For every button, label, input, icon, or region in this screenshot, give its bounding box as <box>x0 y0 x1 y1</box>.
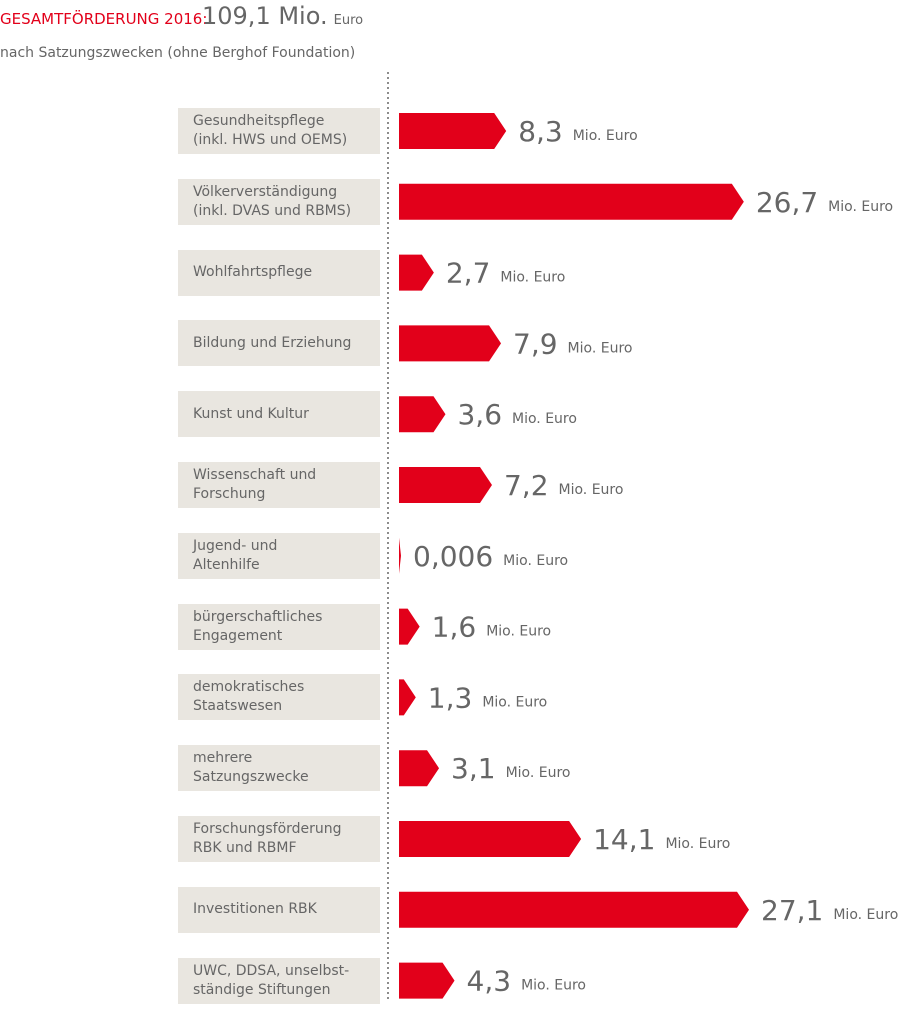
value-label: 7,2 <box>504 469 549 502</box>
bar <box>399 325 502 362</box>
category-label: Wissenschaft und Forschung <box>178 462 380 508</box>
category-label: Völkerverständigung (inkl. DVAS und RBMS… <box>178 178 380 225</box>
value-unit: Mio. Euro <box>521 978 586 994</box>
bar <box>399 113 507 149</box>
value-label: 26,7 <box>756 186 818 219</box>
subtitle: nach Satzungszwecken (ohne Berghof Found… <box>0 45 355 61</box>
value-label: 1,6 <box>432 611 477 644</box>
bar <box>399 679 416 716</box>
value-label: 7,9 <box>513 327 558 360</box>
value-unit: Mio. Euro <box>500 270 565 286</box>
value-unit: Mio. Euro <box>482 694 547 710</box>
category-label: Wohlfahrtspflege <box>178 249 380 296</box>
total-unit: Euro <box>334 13 364 28</box>
value-label: 1,3 <box>428 681 473 714</box>
value-label: 2,7 <box>446 257 491 290</box>
value-unit: Mio. Euro <box>833 907 898 923</box>
value-label: 4,3 <box>467 965 512 998</box>
category-label: UWC, DDSA, unselbst- ständige Stiftungen <box>178 957 380 1004</box>
bar <box>399 608 420 645</box>
chart-title: GESAMTFÖRDERUNG 2016: <box>0 9 207 28</box>
total: 109,1 Mio. <box>202 2 328 30</box>
value-unit: Mio. Euro <box>512 411 577 427</box>
value-unit: Mio. Euro <box>665 836 730 852</box>
value-unit: Mio. Euro <box>486 624 551 640</box>
value-label: 0,006 <box>413 540 493 573</box>
category-label: mehrere Satzungszwecke <box>178 745 380 792</box>
category-label: demokratisches Staatswesen <box>178 674 380 721</box>
category-label: Jugend- und Altenhilfe <box>178 532 380 579</box>
category-label: Investitionen RBK <box>178 886 380 933</box>
value-label: 3,1 <box>451 752 496 785</box>
category-label: Bildung und Erziehung <box>178 320 380 367</box>
value-unit: Mio. Euro <box>506 765 571 781</box>
value-unit: Mio. Euro <box>568 340 633 356</box>
value-label: 8,3 <box>518 115 563 148</box>
value-unit: Mio. Euro <box>559 482 624 498</box>
bar <box>399 891 749 928</box>
category-label: bürgerschaftliches Engagement <box>178 603 380 650</box>
category-label: Kunst und Kultur <box>178 391 380 438</box>
bar <box>399 750 440 787</box>
category-label: Gesundheitspflege (inkl. HWS und OEMS) <box>178 108 380 154</box>
bar <box>399 396 446 433</box>
value-unit: Mio. Euro <box>503 553 568 569</box>
bar <box>399 962 455 999</box>
bar <box>399 537 401 574</box>
value-label: 3,6 <box>457 398 502 431</box>
bar <box>399 183 744 220</box>
value-label: 14,1 <box>593 823 655 856</box>
category-label: Forschungsförderung RBK und RBMF <box>178 816 380 862</box>
bar <box>399 821 582 857</box>
value-unit: Mio. Euro <box>573 128 638 144</box>
value-label: 27,1 <box>761 894 823 927</box>
bar <box>399 254 434 291</box>
value-unit: Mio. Euro <box>828 199 893 215</box>
bar <box>399 467 492 503</box>
